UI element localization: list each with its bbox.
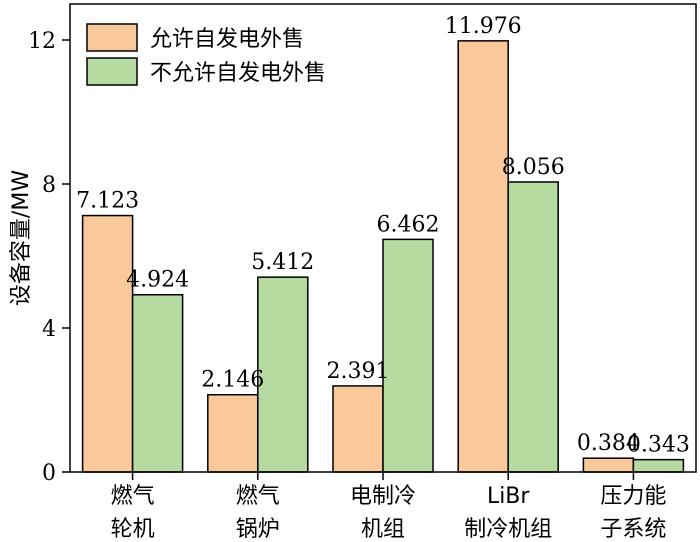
legend-label-2: 不允许自发电外售 <box>150 61 326 86</box>
bar-1-4 <box>457 40 509 473</box>
data-label-1-1: 7.123 <box>76 189 139 214</box>
x-tick-label-2-1: 燃气 <box>236 484 280 509</box>
legend-swatch-2 <box>86 57 138 86</box>
bar-2-1 <box>131 293 184 473</box>
x-tick-label-5-2: 子系统 <box>600 517 666 542</box>
bars <box>81 40 685 473</box>
legend-label-1: 允许自发电外售 <box>150 27 304 52</box>
x-tick-label-3-1: 电制冷 <box>350 484 416 509</box>
x-tick-label-4-2: 制冷机组 <box>464 517 552 542</box>
bar-1-5 <box>582 457 635 473</box>
bar-1-1 <box>81 214 134 473</box>
bar-2-2 <box>257 276 309 473</box>
y-axis-label: 设备容量/MW <box>9 170 34 306</box>
data-label-1-4: 11.976 <box>445 14 522 39</box>
data-label-2-1: 4.924 <box>126 268 189 293</box>
data-label-1-3: 2.391 <box>327 359 390 384</box>
data-label-2-4: 8.056 <box>502 155 565 180</box>
data-label-2-5: 0.343 <box>627 433 690 458</box>
bar-1-3 <box>332 385 384 473</box>
bar-1-2 <box>207 393 259 473</box>
data-label-2-2: 5.412 <box>251 250 314 275</box>
y-tick-label-3: 8 <box>42 173 56 198</box>
legend-swatch-1 <box>86 23 138 52</box>
data-label-1-5: 0.384 <box>577 431 640 456</box>
bar-2-3 <box>382 238 434 473</box>
x-tick-label-1-1: 燃气 <box>111 484 155 509</box>
data-labels: 7.123 2.146 2.391 11.976 0.384 4.924 5.412 6.46… <box>76 14 690 458</box>
x-tick-label-2-2: 锅炉 <box>236 517 280 542</box>
data-label-1-2: 2.146 <box>201 368 264 393</box>
bar-2-5 <box>632 458 685 473</box>
x-tick-label-3-2: 机组 <box>361 517 405 542</box>
y-tick-label-1: 0 <box>42 461 56 486</box>
y-tick-label-2: 4 <box>42 317 56 342</box>
x-tick-label-1-2: 轮机 <box>111 517 155 542</box>
x-tick-label-4-1: LiBr <box>487 484 530 509</box>
bar-2-4 <box>507 181 559 473</box>
x-tick-label-5-1: 压力能 <box>600 484 666 509</box>
y-tick-label-4: 12 <box>28 29 56 54</box>
y-ticks: 0 4 8 12 <box>28 29 70 486</box>
data-label-2-3: 6.462 <box>377 212 440 237</box>
